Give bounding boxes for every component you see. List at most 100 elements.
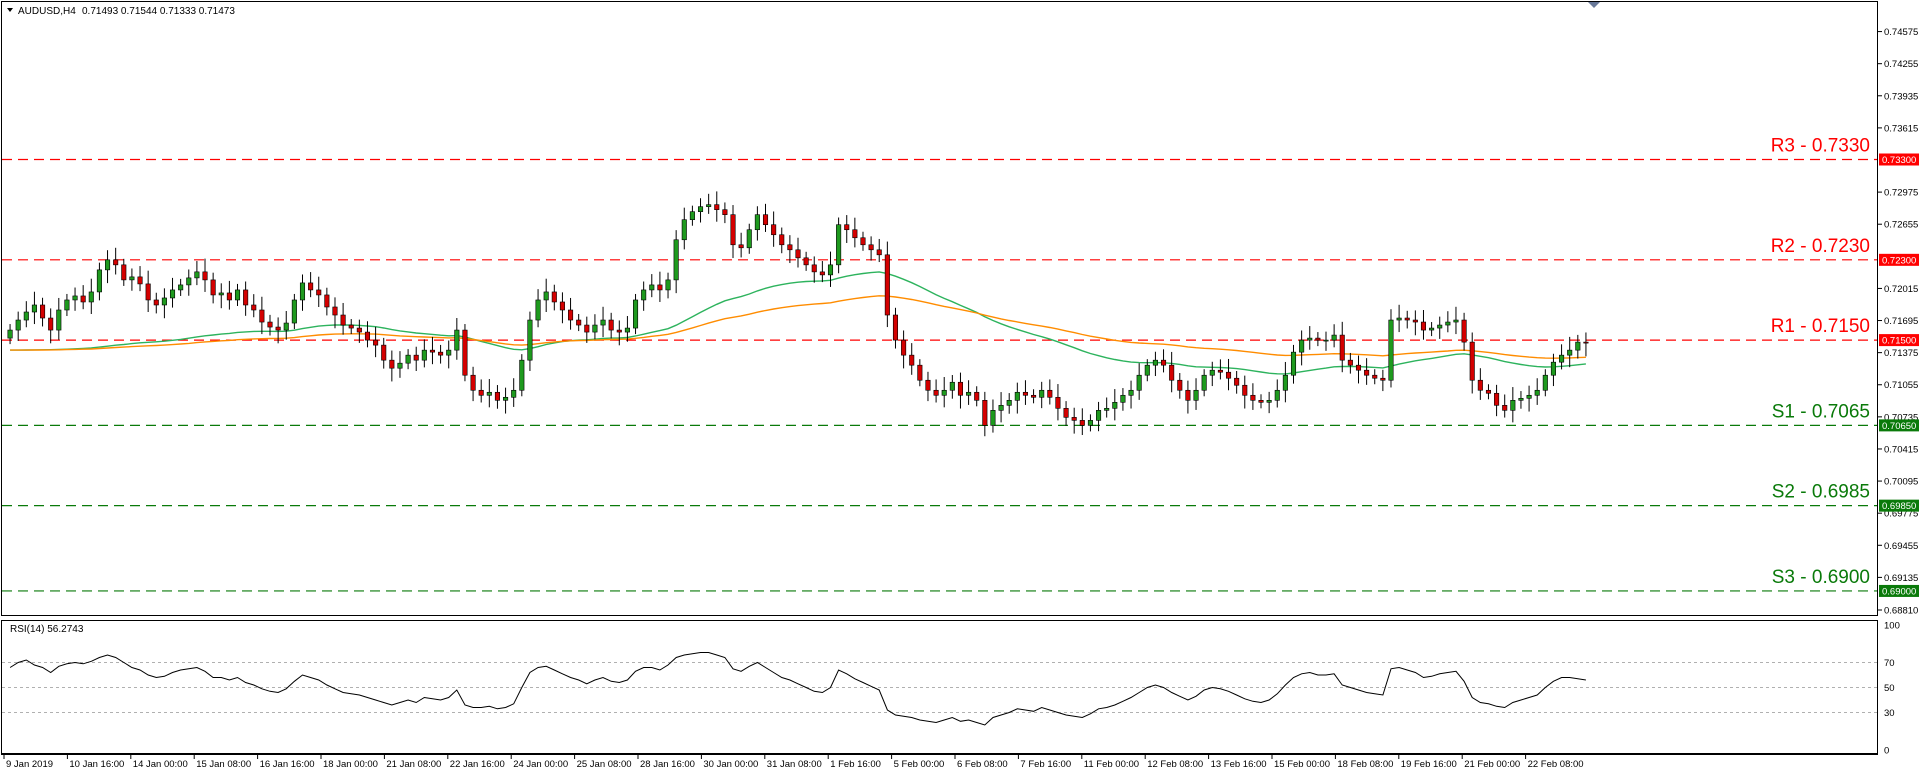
candle-body [1453, 319, 1459, 323]
candle [1461, 312, 1467, 351]
candle [259, 296, 265, 335]
candle-body [259, 309, 265, 323]
candle [876, 238, 882, 263]
candle-body [1290, 351, 1297, 376]
candle-body [576, 319, 582, 326]
symbol-label: AUDUSD,H4 [18, 6, 76, 17]
candle [324, 287, 330, 316]
candle [852, 217, 858, 248]
candle-body [730, 214, 736, 246]
level-price-tag-text: 0.70650 [1882, 421, 1916, 432]
candle [218, 283, 224, 309]
candle-body [299, 282, 306, 301]
candle-body [291, 299, 297, 324]
candle-body [1185, 389, 1191, 401]
candle [884, 241, 890, 328]
menu-triangle-icon[interactable] [7, 8, 13, 12]
candle [949, 375, 955, 399]
price-pane-frame [1, 1, 1878, 616]
candle [1177, 373, 1183, 399]
time-tick-label: 21 Feb 00:00 [1464, 759, 1520, 770]
time-tick-label: 1 Feb 16:00 [830, 759, 881, 770]
candle [88, 278, 94, 315]
candle-body [129, 276, 135, 281]
level-label: R3 - 0.7330 [1771, 135, 1870, 156]
rsi-line [9, 652, 1586, 726]
candle-body [308, 282, 314, 291]
candle [267, 314, 273, 336]
level-price-tag-text: 0.69000 [1882, 586, 1916, 597]
candle-body [787, 244, 793, 251]
candle-body [811, 264, 817, 273]
candle-body [23, 311, 29, 321]
candle-body [1518, 397, 1524, 401]
candle-body [64, 299, 70, 311]
candle-body [543, 291, 549, 301]
candle [714, 191, 720, 222]
time-tick-label: 7 Feb 16:00 [1020, 759, 1071, 770]
candle [1144, 359, 1150, 382]
candle-body [348, 324, 354, 329]
candle-body [868, 244, 874, 251]
candle-body [194, 271, 200, 279]
candle-body [438, 351, 444, 356]
level-price-tag-text: 0.73300 [1882, 155, 1916, 166]
candle [519, 354, 525, 397]
candle [1404, 310, 1410, 329]
candle [494, 385, 500, 409]
candle [1161, 349, 1167, 373]
candle [129, 268, 135, 291]
candle-body [1120, 394, 1126, 403]
candle-body [48, 317, 54, 331]
candle [1364, 358, 1370, 385]
shift-marker-icon[interactable] [1588, 2, 1600, 8]
candle [308, 272, 314, 298]
candle [210, 272, 216, 304]
candle [722, 202, 728, 224]
candle-body [1347, 359, 1353, 366]
candle [1477, 368, 1483, 400]
candle-body [941, 389, 947, 396]
candle [535, 289, 541, 328]
candle-body [324, 294, 330, 308]
candle [1152, 351, 1158, 377]
candle [998, 392, 1004, 423]
candle-body [1469, 341, 1475, 381]
candle-body [389, 359, 395, 369]
candle [1242, 375, 1248, 409]
level-price-tag [1879, 334, 1919, 347]
price-tick-label: 0.69775 [1884, 509, 1918, 520]
candle [1096, 401, 1102, 432]
candle [186, 269, 192, 296]
candle [819, 261, 825, 283]
candle [681, 207, 687, 250]
candle-body [1152, 359, 1158, 366]
candle-body [901, 339, 907, 356]
candle [592, 314, 598, 340]
candle [80, 285, 86, 310]
candle [1469, 332, 1475, 394]
price-tick-label: 0.74255 [1884, 59, 1918, 70]
level-label: S2 - 0.6985 [1772, 482, 1870, 503]
candle-body [746, 229, 752, 249]
candle-body [1087, 420, 1093, 426]
candle [137, 266, 143, 292]
candle-body [1039, 389, 1045, 398]
candle-body [714, 204, 720, 210]
candle-body [933, 389, 939, 396]
candle-body [218, 292, 224, 296]
candle [706, 193, 712, 214]
candle-body [754, 214, 760, 231]
candle [657, 271, 663, 302]
candle-body [96, 269, 102, 293]
candle-body [429, 349, 435, 353]
candle-body [373, 339, 379, 346]
candle-body [121, 264, 127, 281]
candle-body [1063, 408, 1069, 418]
rsi-tick-label: 70 [1884, 658, 1895, 669]
candle [746, 223, 752, 254]
candle-body [519, 359, 525, 391]
time-tick-label: 25 Jan 08:00 [577, 759, 632, 770]
candle-body [1412, 319, 1418, 323]
candle [1193, 378, 1199, 410]
